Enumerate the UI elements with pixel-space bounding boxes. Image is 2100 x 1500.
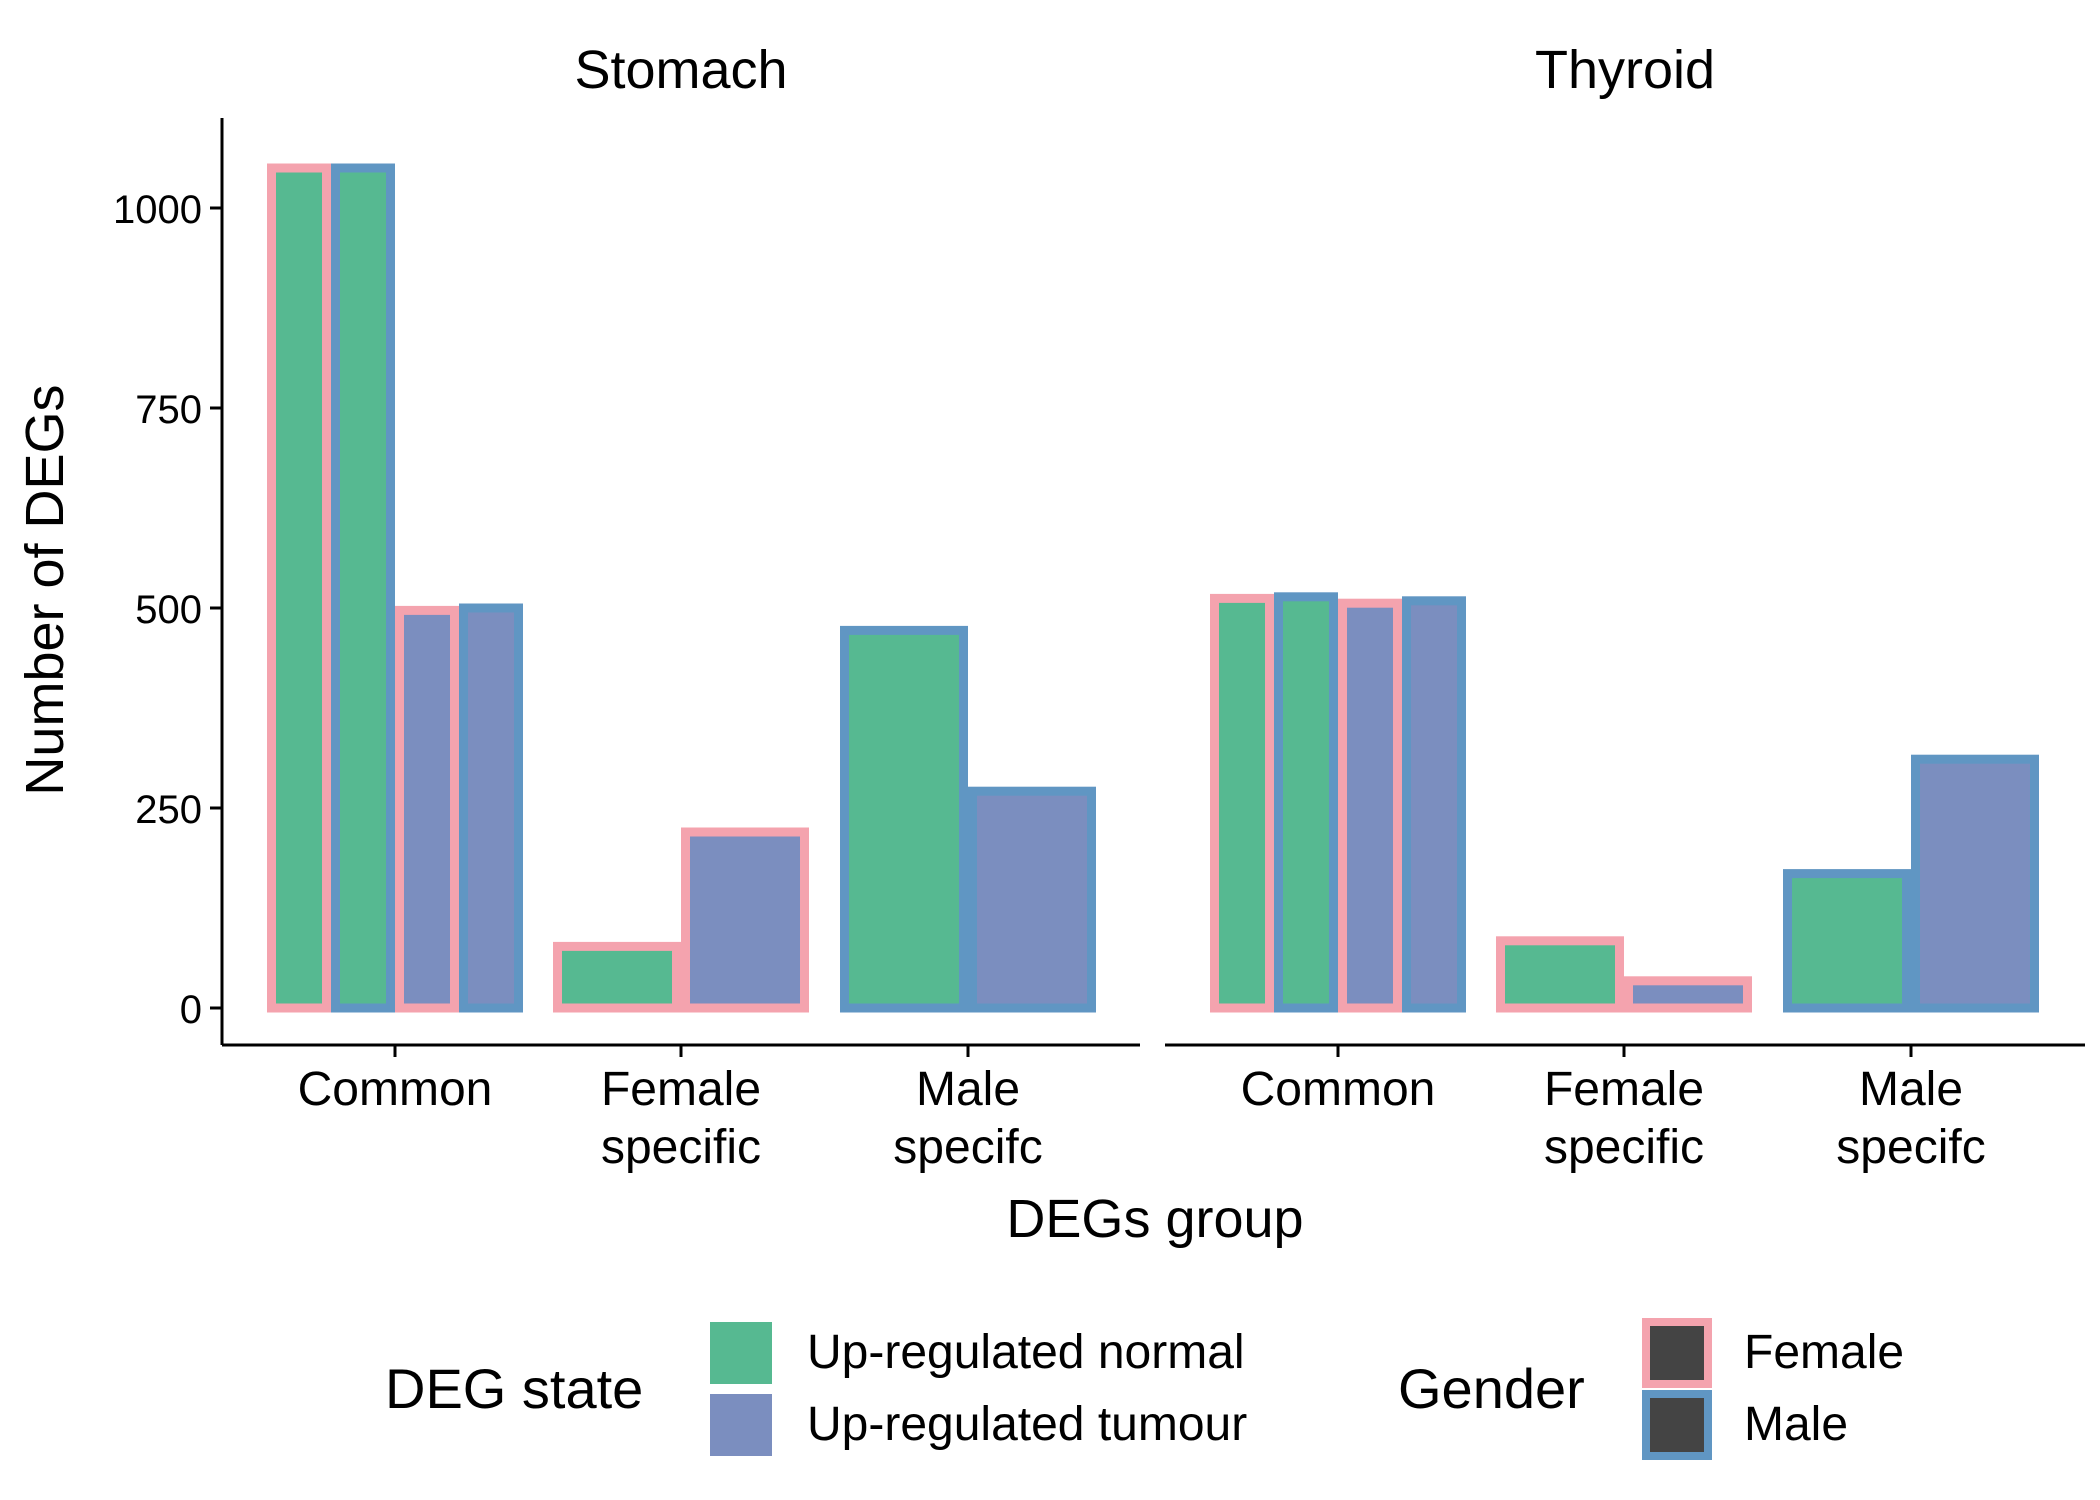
bar [553,941,681,1013]
x-tick-label-line: Common [1241,1063,1436,1116]
y-tick-label: 750 [135,388,202,432]
x-tick-label-line: Male [1859,1063,1963,1116]
bar [331,163,395,1013]
x-axis-title: DEGs group [1006,1189,1303,1249]
outline-legend-label: Male [1744,1398,1848,1451]
bar [1274,592,1338,1013]
bar [840,625,968,1013]
outline-legend-key [1642,1390,1712,1460]
outline-legend-title: Gender [1398,1357,1585,1420]
y-tick-label: 250 [135,788,202,832]
facet-panel: Thyroid Common Female specific Male specifc [1165,40,2085,1174]
x-tick-label: Common [1241,1063,1436,1116]
legend: DEG state Up-regulated normal Up-regulated… [385,1318,1904,1460]
x-tick-label: Male specifc [1836,1063,1985,1174]
bar [681,827,809,1013]
bar [1496,936,1624,1013]
y-axis-title: Number of DEGs [15,384,75,795]
fill-legend-label: Up-regulated normal [807,1326,1245,1379]
bar [459,603,523,1013]
x-tick-label-line: Male [916,1063,1020,1116]
x-tick-label: Female specific [601,1063,761,1174]
x-tick-label-line: Common [298,1063,493,1116]
x-tick-label: Female specific [1544,1063,1704,1174]
x-tick-label-line: specifc [1836,1121,1985,1174]
bar [1402,596,1466,1013]
bar [1624,976,1752,1013]
x-tick-label-line: Female [601,1063,761,1116]
bar [267,163,331,1013]
x-tick-label-line: Female [1544,1063,1704,1116]
outline-legend-key [1642,1318,1712,1388]
y-tick-label: 500 [135,588,202,632]
bar [968,786,1096,1013]
facet-title: Stomach [574,40,787,100]
fill-legend-key [710,1394,772,1456]
fill-legend-key [710,1322,772,1384]
fill-legend-label: Up-regulated tumour [807,1398,1247,1451]
bar [1783,869,1911,1013]
x-tick-label-line: specific [601,1121,761,1174]
y-tick-label: 1000 [113,188,202,232]
bar [1338,598,1402,1013]
bar [395,605,459,1013]
facet-panel: Stomach Common Female specific Male specifc [222,40,1140,1174]
facet-title: Thyroid [1535,40,1715,100]
fill-legend-title: DEG state [385,1357,643,1420]
bar [1210,593,1274,1013]
y-tick-label: 0 [180,988,202,1032]
outline-legend-label: Female [1744,1326,1904,1379]
bar [1911,754,2039,1013]
x-tick-label-line: specifc [893,1121,1042,1174]
x-tick-label-line: specific [1544,1121,1704,1174]
x-tick-label: Common [298,1063,493,1116]
x-tick-label: Male specifc [893,1063,1042,1174]
